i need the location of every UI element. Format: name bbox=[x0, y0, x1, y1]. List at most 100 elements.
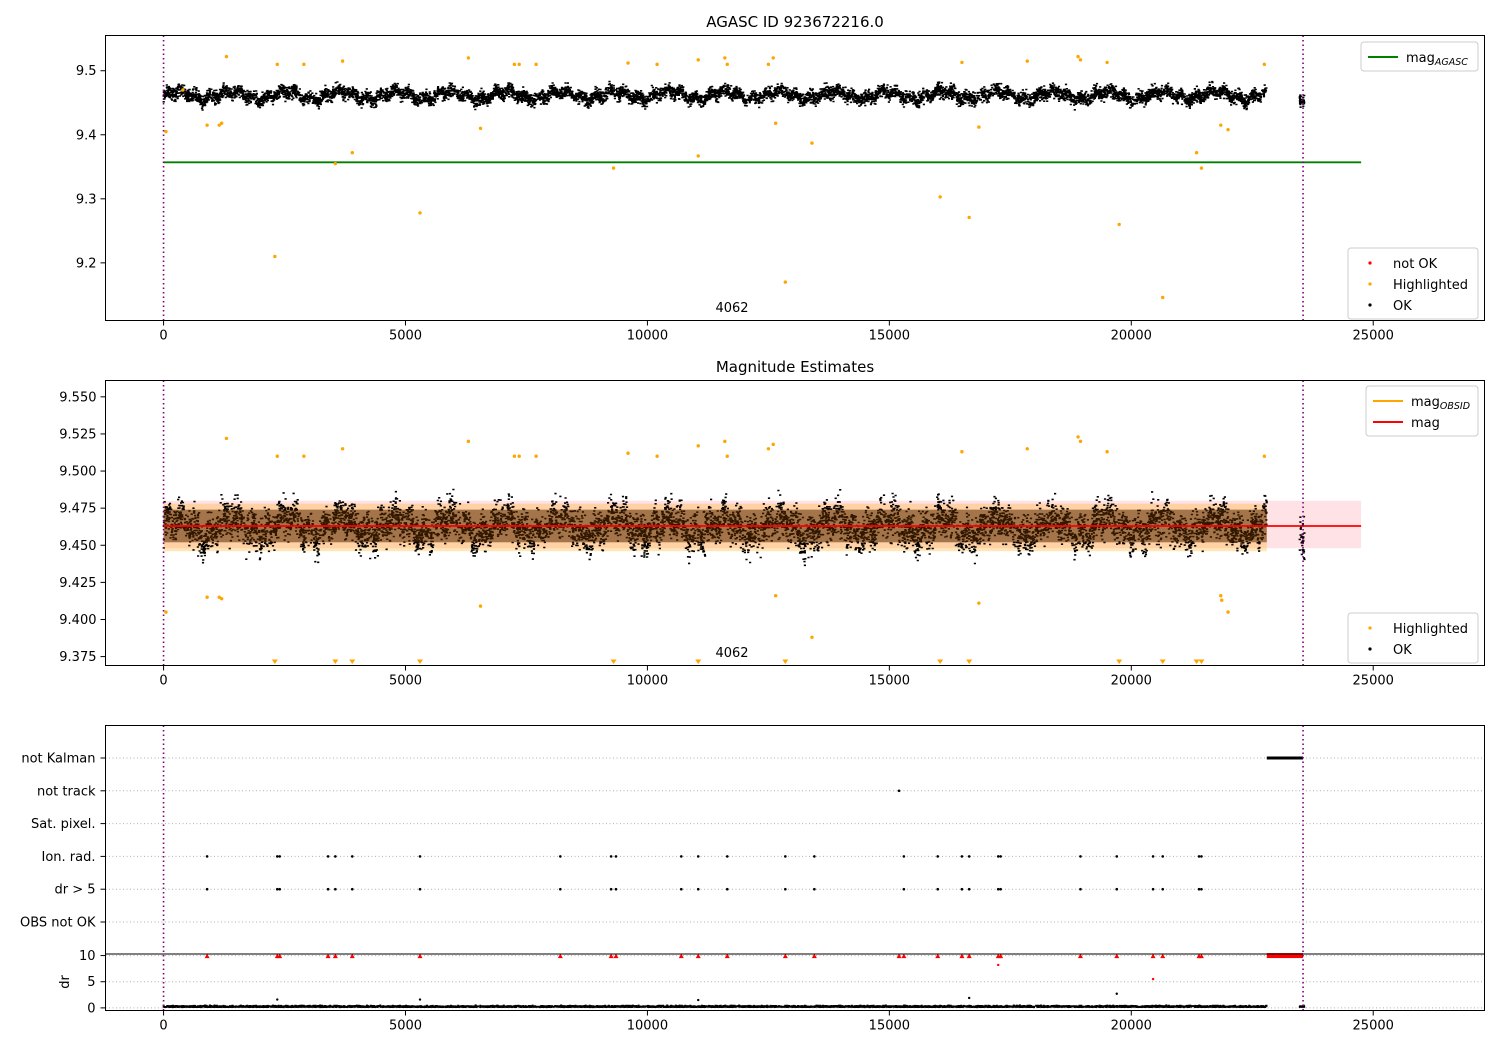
p3-dr-capped-marker bbox=[811, 953, 817, 959]
p1-lower-legend-frame bbox=[1347, 247, 1479, 320]
p2-highlighted-point bbox=[517, 454, 521, 458]
p1-highlighted-point bbox=[655, 62, 659, 67]
p3-flag-point bbox=[278, 887, 281, 891]
p1-highlighted-point bbox=[696, 58, 700, 62]
p3-dr-capped-marker bbox=[1150, 953, 1156, 959]
p1-ok-points bbox=[162, 80, 1306, 111]
p3-flag-point bbox=[559, 887, 562, 891]
p2-lower-legend-dot-swatch bbox=[1368, 647, 1372, 651]
p3-flag-point bbox=[999, 887, 1002, 891]
panel-magnitude-estimates: Magnitude Estimates 0 5000 10000 15000 20000… bbox=[59, 358, 1485, 689]
p2-clipped-marker bbox=[610, 659, 617, 664]
p3-flag-label: OBS not OK bbox=[20, 916, 96, 931]
p3-dr-capped-marker bbox=[557, 953, 563, 959]
p3-flag-run bbox=[1266, 756, 1304, 760]
p1-highlighted-point bbox=[512, 62, 517, 67]
p3-flag-point bbox=[1079, 855, 1082, 858]
p1-highlighted-point bbox=[723, 56, 727, 60]
p2-ytick-label: 9.525 bbox=[59, 427, 96, 442]
p1-highlighted-point bbox=[773, 121, 778, 125]
p1-highlighted-point bbox=[1194, 151, 1199, 155]
p3-flag-point bbox=[205, 855, 209, 858]
p3-flag-point bbox=[1197, 887, 1201, 891]
p3-dr-capped-marker bbox=[417, 953, 423, 959]
p3-flag-point bbox=[609, 855, 613, 858]
p1-ytick-label: 9.3 bbox=[76, 192, 97, 207]
p2-clipped-marker bbox=[417, 659, 424, 664]
p2-xtick-label: 10000 bbox=[627, 674, 668, 689]
p2-highlighted-point bbox=[960, 450, 964, 454]
p3-dr-capped-marker bbox=[966, 953, 972, 959]
p3-flag-point bbox=[1151, 887, 1155, 891]
p3-xtick-label: 10000 bbox=[627, 1019, 668, 1034]
p3-dr-capped-marker bbox=[325, 953, 331, 959]
p1-lower-legend-dot-swatch bbox=[1368, 282, 1372, 286]
p1-highlighted-point bbox=[967, 215, 971, 220]
p3-dr-point bbox=[418, 998, 422, 1001]
p3-dr-point bbox=[967, 996, 971, 1000]
p1-highlighted-point bbox=[164, 129, 168, 134]
p2-clipped-marker bbox=[937, 659, 944, 664]
p1-lower-legend-label: Highlighted bbox=[1393, 278, 1468, 293]
p3-dr-capped-marker bbox=[1160, 953, 1166, 959]
p3-flag-point bbox=[205, 887, 209, 891]
p3-flag-point bbox=[350, 855, 354, 858]
p3-flag-point bbox=[418, 887, 422, 891]
p3-flag-point bbox=[559, 855, 562, 858]
p2-highlighted-point bbox=[534, 454, 538, 458]
p1-highlighted-point bbox=[1105, 60, 1109, 65]
panel-3-frame bbox=[105, 725, 1485, 1011]
p3-xtick-label: 20000 bbox=[1111, 1019, 1152, 1034]
p2-highlighted-point bbox=[512, 454, 517, 458]
p1-lower-legend-dot-swatch bbox=[1368, 261, 1372, 265]
p3-flag-point bbox=[334, 887, 337, 891]
p3-dr-tick-label: 0 bbox=[87, 1001, 95, 1016]
p2-xtick-label: 15000 bbox=[869, 674, 910, 689]
p2-xtick-label: 5000 bbox=[389, 674, 422, 689]
p3-dr-point bbox=[997, 963, 1000, 967]
p3-flag-label: not Kalman bbox=[21, 752, 95, 767]
p2-clipped-marker bbox=[1193, 659, 1200, 664]
p3-flag-point bbox=[1200, 887, 1203, 891]
p3-dr-capped-marker bbox=[1198, 953, 1204, 959]
p3-dr-capped-marker bbox=[349, 953, 355, 959]
p2-highlighted-point bbox=[696, 444, 700, 448]
p1-highlighted-point bbox=[333, 161, 338, 166]
panel-2-annotation: 4062 bbox=[715, 646, 748, 661]
p3-flag-point bbox=[960, 855, 964, 858]
p3-flag-point bbox=[1079, 887, 1082, 891]
p3-flag-point bbox=[897, 789, 901, 793]
p2-highlighted-point bbox=[655, 454, 659, 458]
p1-highlighted-point bbox=[1226, 127, 1230, 132]
p2-highlighted-point bbox=[725, 454, 729, 458]
p2-ytick-label: 9.475 bbox=[59, 502, 96, 517]
p3-flag-point bbox=[725, 855, 729, 858]
p3-flag-point bbox=[902, 887, 906, 891]
p2-upper-legend-label: mag bbox=[1411, 416, 1440, 431]
p1-highlighted-point bbox=[977, 125, 981, 129]
p3-flag-point bbox=[967, 855, 971, 858]
p3-flag-point bbox=[999, 855, 1002, 858]
p3-flag-point bbox=[1115, 855, 1119, 858]
p1-xtick-label: 15000 bbox=[869, 329, 910, 344]
p2-highlighted-point bbox=[1220, 598, 1224, 602]
p3-flag-point bbox=[960, 887, 964, 891]
p3-dr-capped-marker bbox=[959, 953, 965, 959]
p3-flag-point bbox=[609, 887, 613, 891]
p1-highlighted-point bbox=[696, 154, 700, 158]
p2-clipped-marker bbox=[695, 659, 702, 664]
p1-highlighted-point bbox=[766, 62, 771, 67]
p3-dr-tick-label: 10 bbox=[79, 949, 96, 964]
p1-xtick-label: 20000 bbox=[1111, 329, 1152, 344]
p3-flag-point bbox=[326, 887, 330, 891]
p1-ytick-label: 9.5 bbox=[76, 64, 97, 79]
p2-lower-legend-label: Highlighted bbox=[1393, 622, 1468, 637]
p2-highlighted-point bbox=[1076, 435, 1080, 439]
p3-flag-point bbox=[1151, 855, 1155, 858]
p3-dr-capped-marker bbox=[1077, 953, 1083, 959]
p3-flag-point bbox=[996, 855, 1000, 858]
p1-upper-legend-frame bbox=[1360, 41, 1479, 72]
p1-highlighted-point bbox=[611, 166, 616, 170]
p2-clipped-marker bbox=[1198, 659, 1205, 664]
p3-dr-baseline-points bbox=[162, 1004, 1306, 1009]
